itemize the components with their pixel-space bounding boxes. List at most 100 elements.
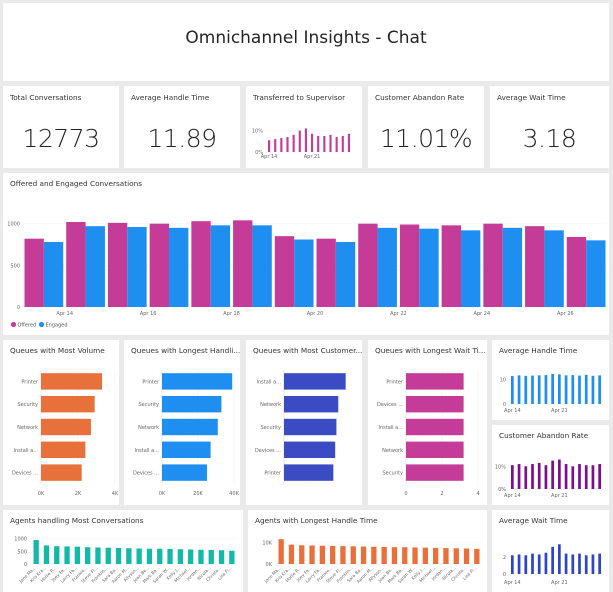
offered-engaged-chart[interactable]: Offered and Engaged Conversations 1000 500… xyxy=(3,173,609,335)
x-tick-label: 2 xyxy=(440,491,443,497)
kpi-value: 3.18 xyxy=(522,124,577,153)
abandon-small-chart[interactable]: Customer Abandon Rate 10% 0%Apr 14 Apr 21 xyxy=(492,425,609,505)
bar xyxy=(564,375,568,404)
kpi-value: 11.01% xyxy=(379,124,473,153)
bar xyxy=(162,373,233,390)
kpi-value: 12773 xyxy=(22,124,100,153)
bar xyxy=(177,549,183,564)
queues-most-volume-tile[interactable]: Queues with Most Volume 0K 2K 4K Printer Secu… xyxy=(3,340,119,505)
bar xyxy=(43,242,64,307)
abandon-small-tile[interactable]: Customer Abandon Rate 10% 0% Apr 14 Apr 21 xyxy=(492,425,609,505)
bar xyxy=(433,547,439,564)
dashboard-header: Omnichannel Insights - Chat xyxy=(3,3,609,81)
x-tick-label: Apr 22 xyxy=(390,311,407,317)
bar xyxy=(126,548,132,564)
x-tick-label: Apr 14 xyxy=(504,408,521,414)
bar xyxy=(85,226,105,307)
agents-most-conversations-tile[interactable]: Agents handling Most Conversations 1000 50… xyxy=(3,510,243,592)
bar xyxy=(274,236,295,307)
queues-most-volume-chart[interactable]: Queues with Most Volume 0K 2K 4K Printer Secu… xyxy=(3,340,119,505)
bar xyxy=(463,548,470,564)
bar xyxy=(329,134,332,152)
queues-most-customer-chart[interactable]: Queues with Most Customer... Install a...… xyxy=(246,340,362,505)
category-label: Devices ... xyxy=(12,471,38,477)
bar xyxy=(441,225,461,307)
chart-title: Customer Abandon Rate xyxy=(499,431,589,440)
kpi-average-wait-time[interactable]: Average Wait Time 3.18 xyxy=(490,86,609,168)
bar xyxy=(284,418,337,436)
bar xyxy=(284,395,339,413)
bar xyxy=(41,395,95,413)
bar xyxy=(146,548,153,564)
bar xyxy=(531,464,534,489)
bar xyxy=(564,464,568,489)
y-tick-label: 0 xyxy=(24,562,27,568)
bar xyxy=(218,550,225,564)
x-tick-label: Apr 26 xyxy=(557,311,574,317)
category-label: Network xyxy=(138,425,159,431)
chart-title: Average Wait Time xyxy=(499,516,568,525)
x-tick-label: 4 xyxy=(476,491,479,497)
kpi-average-handle-time[interactable]: Average Handle Time 11.89 xyxy=(124,86,240,168)
bar xyxy=(377,227,397,307)
chart-title: Queues with Most Customer... xyxy=(253,346,362,355)
avg-handle-small-tile[interactable]: Average Handle Time 10 0 Apr 14 Apr 21 xyxy=(492,340,609,420)
bar xyxy=(157,548,163,564)
y-tick-label: 0% xyxy=(498,487,506,493)
bar xyxy=(453,548,459,564)
bar xyxy=(43,545,50,564)
bar xyxy=(531,375,534,404)
bar xyxy=(551,373,554,404)
agents-longest-handle-tile[interactable]: Agents with Longest Handle Time 10K 0K Jane… xyxy=(248,510,487,592)
kpi-total-conversations[interactable]: Total Conversations 12773 xyxy=(3,86,119,168)
bar xyxy=(24,238,44,307)
queues-longest-wait-chart[interactable]: Queues with Longest Wait Ti... 0 2 4 Printer… xyxy=(368,340,487,505)
bar xyxy=(66,222,86,307)
bar xyxy=(149,223,169,307)
x-tick-label: Apr 24 xyxy=(474,311,491,317)
queues-longest-handle-chart[interactable]: Queues with Longest Handli... 0K 20K 40K Pri… xyxy=(124,340,240,505)
avg-wait-small-chart[interactable]: Average Wait Time 2 0 Apr 14 Apr 21 xyxy=(492,510,609,592)
bar xyxy=(169,227,189,307)
queues-most-customer-tile[interactable]: Queues with Most Customer... Install a...… xyxy=(246,340,362,505)
bar xyxy=(551,460,554,489)
bar xyxy=(391,547,398,564)
bar xyxy=(406,464,464,481)
bar xyxy=(502,227,523,307)
bar xyxy=(64,546,70,564)
x-tick-label: Apr 14 xyxy=(504,493,521,499)
agents-most-conversations-chart[interactable]: Agents handling Most Conversations 1000 50… xyxy=(3,510,243,592)
bar xyxy=(286,137,289,152)
bar xyxy=(162,395,222,413)
queues-longest-wait-tile[interactable]: Queues with Longest Wait Ti... 0 2 4 Printer… xyxy=(368,340,487,505)
transferred-chart[interactable]: 10% 0%Apr 14 Apr 21 xyxy=(246,86,362,168)
bar xyxy=(309,545,315,564)
bar xyxy=(162,441,211,459)
offered-engaged-tile[interactable]: Offered and Engaged Conversations 1000 500… xyxy=(3,173,609,335)
x-tick-label: Apr 16 xyxy=(140,311,157,317)
bar xyxy=(402,547,408,564)
queues-longest-handle-tile[interactable]: Queues with Longest Handli... 0K 20K 40K Pri… xyxy=(124,340,240,505)
y-tick-label: 0 xyxy=(503,402,506,408)
bar xyxy=(544,230,564,307)
bar xyxy=(371,546,377,564)
x-tick-label: Apr 18 xyxy=(223,311,240,317)
category-label: Security xyxy=(17,402,38,408)
agents-longest-handle-chart[interactable]: Agents with Longest Handle Time10K0KJane… xyxy=(248,510,487,592)
bar xyxy=(85,547,91,564)
x-tick-label: Apr 21 xyxy=(551,580,568,586)
bar xyxy=(208,550,214,564)
category-label: Install a... xyxy=(135,448,160,454)
bar xyxy=(578,553,581,574)
avg-wait-small-tile[interactable]: Average Wait Time 2 0 Apr 14 Apr 21 xyxy=(492,510,609,592)
bar xyxy=(162,418,218,436)
kpi-transferred-to-supervisor[interactable]: Transferred to Supervisor 10% 0% Apr 14 Apr… xyxy=(246,86,362,168)
kpi-customer-abandon-rate[interactable]: Customer Abandon Rate 11.01% xyxy=(368,86,484,168)
bar xyxy=(483,223,503,307)
bar xyxy=(558,544,561,574)
bar xyxy=(551,546,554,574)
bar xyxy=(537,375,541,404)
category-label: Network xyxy=(382,448,403,454)
bar xyxy=(566,237,587,307)
